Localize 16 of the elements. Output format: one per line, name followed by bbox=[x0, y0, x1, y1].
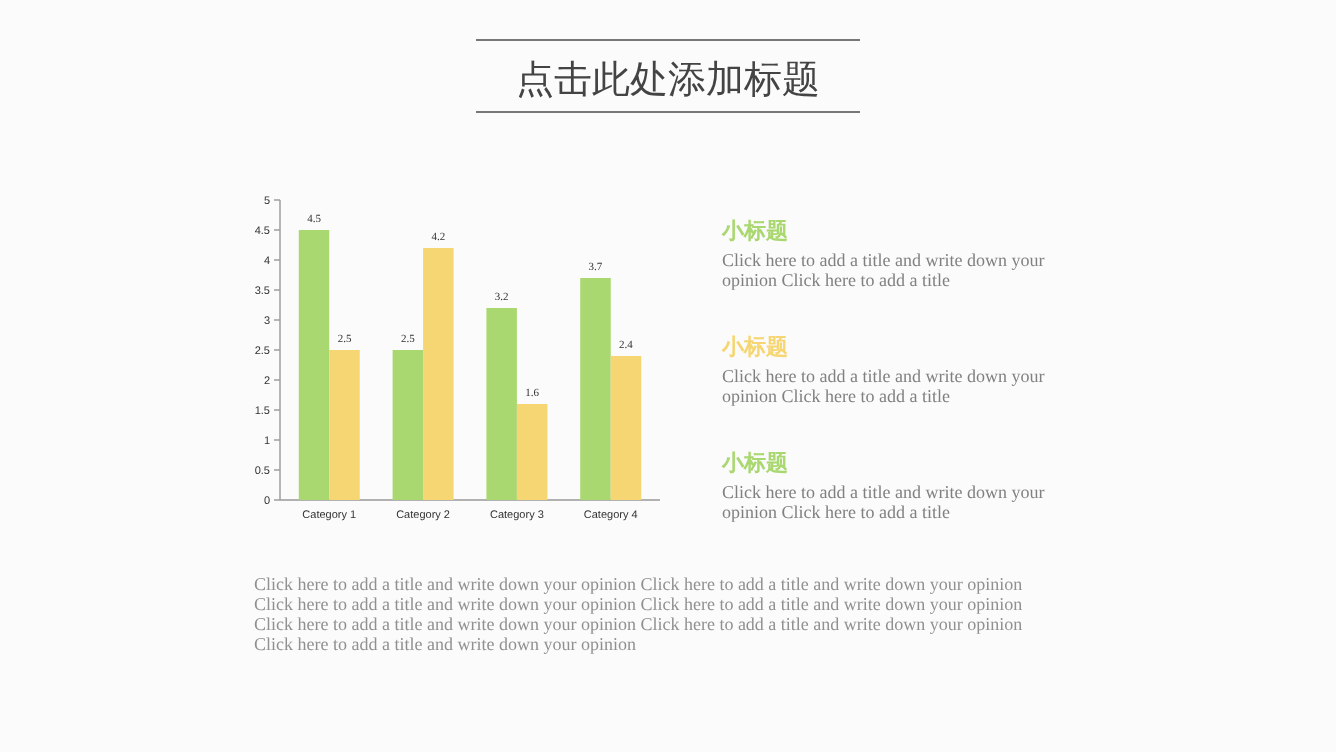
bar bbox=[516, 404, 548, 500]
text: Click here to add a title and write down your opinion Click here to add a title and write down your opinion Click here to add a title and write down your opinion Click here to add a title and write down your opinion Click here to add a title and write down your opinion Click here to add a title and write down your opinion Click here to add a title and write down your opinion bbox=[254, 574, 1024, 654]
text: 小标题 bbox=[720, 334, 788, 360]
bar bbox=[298, 230, 330, 500]
text: 小标题 bbox=[720, 450, 788, 476]
text: Click here to add a title and write down your opinion Click here to add a title bbox=[722, 366, 1045, 406]
text: Click here to add a title and write down your opinion Click here to add a title bbox=[722, 482, 1045, 522]
chart-title: 点击此处添加标题 bbox=[516, 60, 820, 102]
text: Click here to add a title and write down your opinion Click here to add a title bbox=[722, 250, 1045, 290]
bar bbox=[329, 350, 360, 500]
bar bbox=[610, 356, 642, 500]
bar bbox=[423, 248, 454, 500]
bar bbox=[392, 350, 424, 500]
bar bbox=[580, 278, 611, 500]
bar bbox=[486, 308, 517, 500]
text: 小标题 bbox=[720, 218, 788, 244]
